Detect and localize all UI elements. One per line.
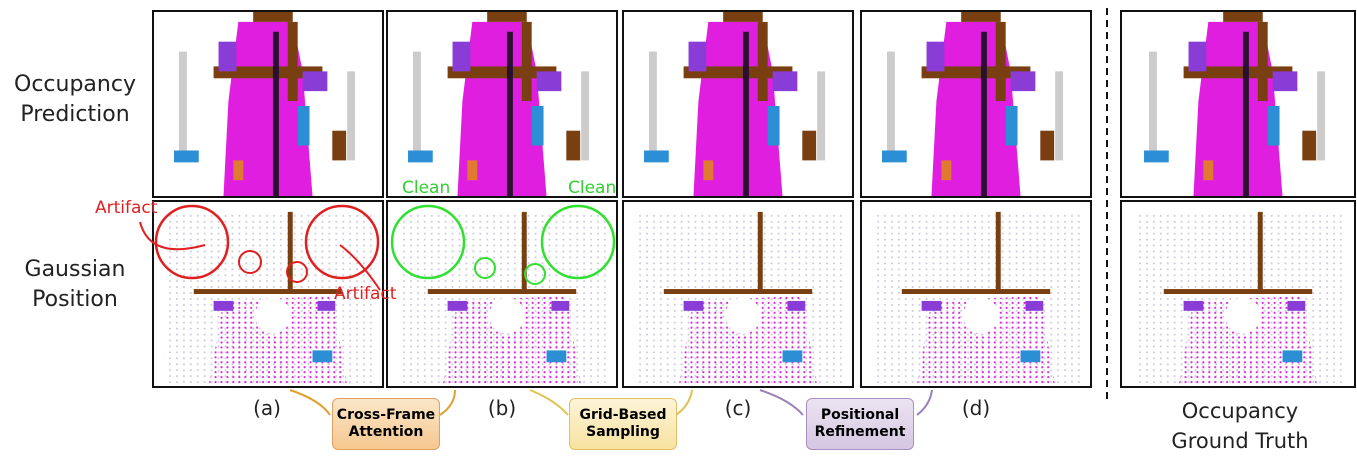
step-box: Cross-Frame Attention bbox=[332, 398, 440, 450]
arrow bbox=[760, 390, 803, 415]
annotation: Artifact bbox=[95, 198, 157, 218]
highlight bbox=[475, 258, 495, 278]
arrow bbox=[676, 390, 692, 415]
arrow bbox=[917, 390, 932, 415]
arrow bbox=[140, 222, 205, 249]
zoom-circle bbox=[156, 206, 228, 278]
arrow bbox=[530, 390, 568, 415]
zoom-circle bbox=[542, 206, 614, 278]
highlight bbox=[287, 262, 307, 282]
overlay bbox=[0, 0, 1357, 455]
step-box: Positional Refinement bbox=[806, 398, 914, 450]
highlight bbox=[239, 251, 261, 273]
annotation: Clean bbox=[402, 178, 450, 198]
annotation: Artifact bbox=[334, 284, 396, 304]
arrow bbox=[440, 390, 455, 415]
highlight bbox=[525, 264, 545, 284]
arrow bbox=[290, 390, 330, 415]
zoom-circle bbox=[392, 206, 464, 278]
figure: Occupancy Prediction Gaussian Position (… bbox=[0, 0, 1357, 455]
step-box: Grid-Based Sampling bbox=[569, 398, 677, 450]
annotation: Clean bbox=[568, 178, 616, 198]
zoom-circle bbox=[306, 206, 378, 278]
